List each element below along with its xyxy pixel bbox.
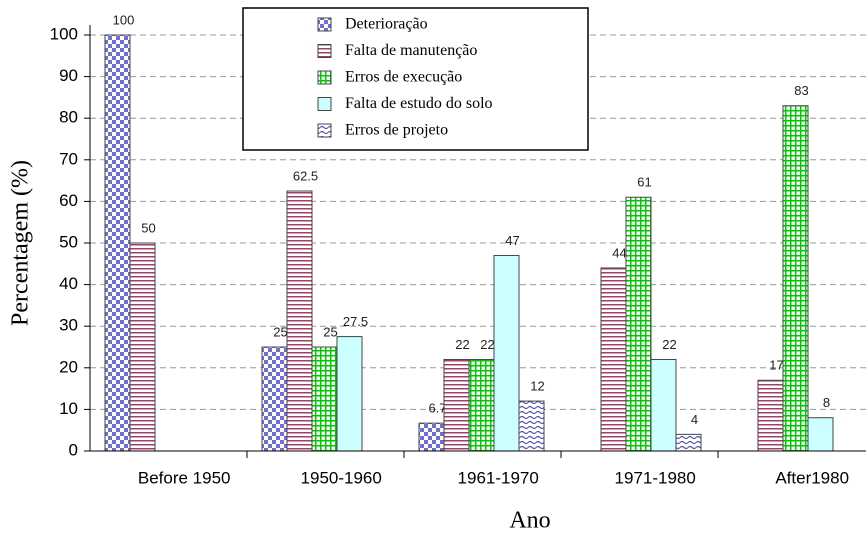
data-label: 44	[612, 245, 626, 260]
y-tick-label: 100	[50, 24, 78, 43]
legend-swatch	[317, 70, 332, 85]
data-label: 22	[662, 337, 676, 352]
data-label: 25	[273, 324, 287, 339]
data-label: 61	[637, 175, 651, 190]
bar	[286, 190, 313, 452]
legend-swatch	[317, 17, 332, 32]
legend-label: Erros de projeto	[345, 122, 448, 139]
bar	[336, 336, 363, 452]
legend-box	[242, 7, 589, 151]
y-tick-label: 40	[59, 274, 78, 293]
bar	[443, 358, 470, 452]
data-label: 27.5	[343, 314, 368, 329]
y-tick-label: 60	[59, 191, 78, 210]
data-label: 100	[113, 12, 135, 27]
data-label: 4	[691, 412, 698, 427]
legend-label: Erros de execução	[345, 69, 462, 86]
x-axis-label: Ano	[509, 508, 550, 534]
x-tick-label: 1961-1970	[458, 468, 539, 487]
y-tick-label: 70	[59, 149, 78, 168]
data-label: 25	[323, 324, 337, 339]
y-tick-label: 90	[59, 66, 78, 85]
data-label: 83	[794, 83, 808, 98]
legend-swatch	[317, 44, 332, 58]
bar	[468, 358, 495, 452]
data-label: 50	[141, 220, 155, 235]
data-label: 22	[455, 337, 469, 352]
y-tick-label: 0	[69, 440, 78, 459]
y-tick-label: 20	[59, 357, 78, 376]
y-tick-label: 50	[59, 232, 78, 251]
bar	[104, 34, 131, 452]
legend-label: Falta de manutenção	[345, 42, 477, 59]
x-tick-label: After1980	[775, 468, 849, 487]
legend-label: Deterioração	[345, 16, 428, 33]
legend-label: Falta de estudo do solo	[345, 95, 493, 112]
y-axis-label: Percentagem (%)	[8, 160, 34, 326]
y-tick-label: 10	[59, 399, 78, 418]
data-label: 12	[530, 379, 544, 394]
bar	[675, 433, 702, 452]
x-tick-label: 1971-1980	[615, 468, 696, 487]
bar	[518, 400, 545, 452]
y-tick-label: 30	[59, 316, 78, 335]
y-tick-label: 80	[59, 108, 78, 127]
bar	[757, 379, 784, 452]
data-label: 22	[480, 337, 494, 352]
bar	[261, 346, 288, 452]
bar	[650, 358, 677, 452]
bar	[418, 422, 445, 452]
data-label: 47	[505, 233, 519, 248]
data-label: 62.5	[293, 168, 318, 183]
data-label: 8	[823, 395, 830, 410]
legend-swatch	[317, 123, 332, 138]
data-label: 6.7	[428, 401, 446, 416]
legend-swatch	[317, 97, 332, 111]
bar	[625, 196, 652, 452]
bar	[807, 417, 834, 452]
data-label: 17	[769, 358, 783, 373]
bar	[129, 242, 156, 452]
bar	[782, 105, 809, 452]
x-tick-label: 1950-1960	[301, 468, 382, 487]
bar	[311, 346, 338, 452]
x-tick-label: Before 1950	[138, 468, 231, 487]
bar	[493, 254, 520, 452]
bar	[600, 267, 627, 452]
